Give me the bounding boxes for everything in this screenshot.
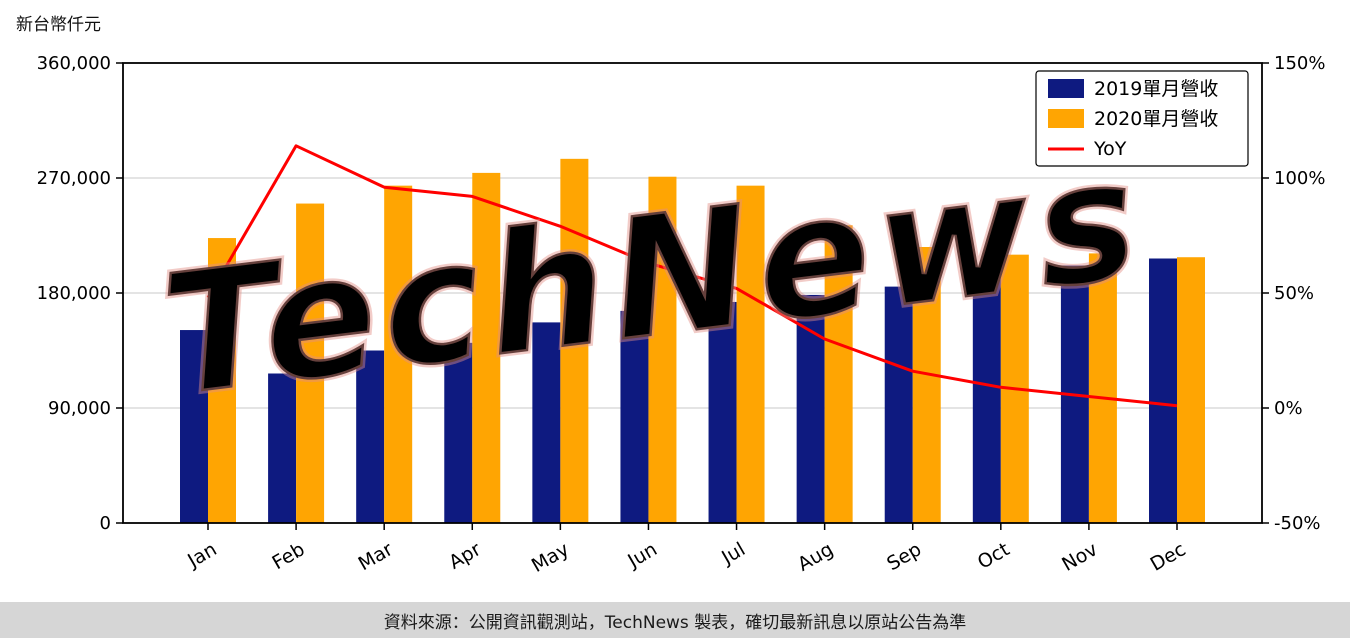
legend-swatch-1 bbox=[1048, 79, 1084, 98]
y-right-tick-label: 0% bbox=[1274, 398, 1303, 419]
bar-2019-Mar bbox=[356, 350, 385, 523]
bar-2019-Oct bbox=[972, 276, 1001, 523]
legend-label-2: 2020單月營收 bbox=[1094, 108, 1218, 130]
footer-source-note: 資料來源：公開資訊觀測站，TechNews 製表，確切最新訊息以原站公告為準 bbox=[0, 602, 1350, 638]
y-left-tick-label: 0 bbox=[100, 513, 111, 534]
bar-2020-Dec bbox=[1177, 257, 1205, 523]
bar-2020-Jan bbox=[208, 238, 236, 524]
legend-box bbox=[1035, 70, 1249, 167]
x-tick-label-Jun: Jun bbox=[623, 538, 661, 572]
y-right-tick-label: 100% bbox=[1274, 168, 1325, 189]
bar-2020-Jul bbox=[736, 185, 765, 523]
x-tick-label-Apr: Apr bbox=[445, 538, 485, 574]
bar-2019-Jan bbox=[180, 330, 208, 523]
y-left-tick-label: 360,000 bbox=[37, 53, 111, 74]
y-right-tick-label: -50% bbox=[1274, 513, 1321, 534]
x-tick-label-Mar: Mar bbox=[355, 538, 397, 575]
bar-2019-Apr bbox=[444, 342, 473, 523]
bar-2019-Dec bbox=[1149, 258, 1177, 523]
bar-2019-Jun bbox=[620, 310, 649, 523]
bar-2019-Jul bbox=[708, 301, 737, 523]
revenue-yoy-chart: TechNews090,000180,000270,000360,000-50%… bbox=[37, 53, 1326, 577]
bar-2020-Nov bbox=[1088, 253, 1117, 523]
legend-label-1: 2019單月營收 bbox=[1094, 78, 1218, 100]
x-tick-label-Aug: Aug bbox=[794, 538, 837, 576]
x-tick-label-May: May bbox=[528, 538, 573, 577]
legend-swatch-2 bbox=[1048, 109, 1084, 128]
bar-2020-Mar bbox=[384, 185, 413, 523]
x-tick-label-Dec: Dec bbox=[1147, 538, 1190, 575]
bar-2020-Apr bbox=[472, 172, 501, 523]
bar-2020-Aug bbox=[824, 225, 853, 523]
bar-2019-May bbox=[532, 322, 561, 523]
x-tick-label-Jan: Jan bbox=[183, 538, 220, 572]
y-left-tick-label: 180,000 bbox=[37, 283, 111, 304]
y-right-tick-label: 150% bbox=[1274, 53, 1325, 74]
bar-2020-Jun bbox=[648, 176, 677, 523]
yoy-line bbox=[206, 144, 1178, 408]
bar-2019-Feb bbox=[268, 373, 297, 523]
bar-2019-Aug bbox=[796, 294, 825, 523]
y-left-tick-label: 270,000 bbox=[37, 168, 111, 189]
x-tick-label-Feb: Feb bbox=[268, 538, 308, 574]
x-tick-label-Oct: Oct bbox=[974, 538, 1013, 573]
bar-2020-Sep bbox=[912, 247, 941, 523]
bar-2020-Feb bbox=[296, 203, 325, 524]
legend-label-3: YoY bbox=[1093, 138, 1127, 160]
y-left-tick-label: 90,000 bbox=[48, 398, 111, 419]
x-tick-label-Sep: Sep bbox=[883, 538, 925, 575]
x-tick-label-Jul: Jul bbox=[717, 538, 749, 569]
y-right-tick-label: 50% bbox=[1274, 283, 1314, 304]
x-tick-label-Nov: Nov bbox=[1058, 538, 1101, 576]
bar-2019-Sep bbox=[884, 286, 913, 523]
left-axis-unit-label: 新台幣仟元 bbox=[16, 15, 101, 35]
bar-2020-May bbox=[560, 158, 589, 524]
